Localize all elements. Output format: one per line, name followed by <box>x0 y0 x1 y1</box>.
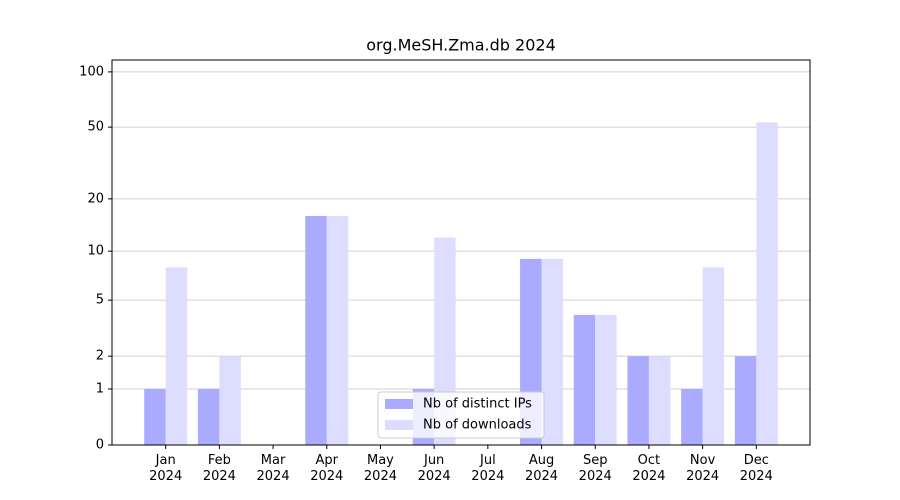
bar <box>627 356 649 445</box>
x-tick-label: Nov 2024 <box>686 453 720 484</box>
bar <box>541 258 564 445</box>
bar <box>165 267 188 445</box>
x-tick-label: May 2024 <box>363 453 397 484</box>
bar <box>144 388 166 445</box>
bar <box>756 122 778 446</box>
bar <box>573 314 596 445</box>
axes-frame <box>111 59 811 446</box>
bar <box>219 356 241 445</box>
x-tick-label: Aug 2024 <box>524 453 559 484</box>
x-tick-label: Feb 2024 <box>202 453 236 484</box>
y-tick-label: 50 <box>87 120 104 135</box>
legend-label: Nb of distinct IPs <box>423 397 532 412</box>
y-tick-label: 5 <box>96 293 104 308</box>
bar <box>305 215 327 445</box>
bar <box>197 388 220 445</box>
bar <box>326 215 349 445</box>
bar <box>702 267 725 445</box>
y-tick-label: 20 <box>87 191 104 206</box>
x-tick-label: Dec 2024 <box>739 453 773 484</box>
x-tick-label: Jan 2024 <box>149 453 183 484</box>
bar <box>681 388 703 445</box>
legend-label: Nb of downloads <box>423 418 532 433</box>
y-tick-label: 100 <box>79 64 104 79</box>
x-tick-label: Sep 2024 <box>578 453 612 484</box>
bar <box>648 356 671 445</box>
y-tick-label: 10 <box>87 244 104 259</box>
x-tick-label: Jul 2024 <box>471 453 505 484</box>
x-tick-label: Oct 2024 <box>632 453 666 484</box>
legend-swatch <box>385 399 413 409</box>
legend-swatch <box>385 420 413 430</box>
y-tick-label: 2 <box>96 349 104 364</box>
x-tick-label: Apr 2024 <box>310 453 344 484</box>
y-tick-label: 1 <box>96 381 104 396</box>
bar <box>734 356 757 445</box>
bar <box>595 314 617 445</box>
x-tick-label: Jun 2024 <box>417 453 451 484</box>
chart-title: org.MeSH.Zma.db 2024 <box>366 36 556 55</box>
y-tick-label: 0 <box>96 438 104 453</box>
x-tick-label: Mar 2024 <box>256 453 290 484</box>
legend-box <box>377 391 545 439</box>
